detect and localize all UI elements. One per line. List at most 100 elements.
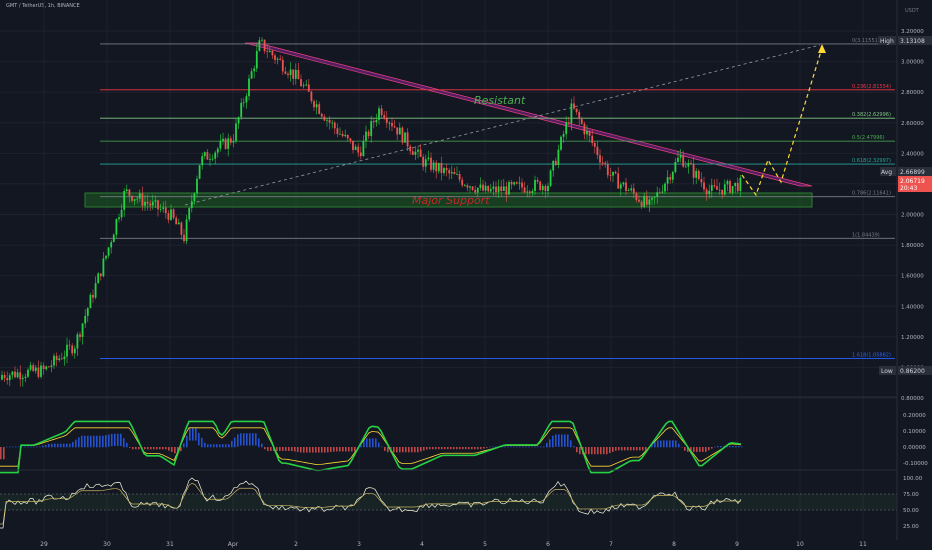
candle-body <box>643 195 646 207</box>
candle-body <box>258 40 261 51</box>
candle-body <box>118 217 120 220</box>
candle-body <box>328 119 331 123</box>
time-tick-label: 2 <box>294 541 298 548</box>
candle-body <box>437 162 440 172</box>
candle-body <box>586 131 588 135</box>
macd-histogram-bar <box>315 447 317 453</box>
macd-histogram-bar <box>612 447 614 452</box>
candle-body <box>502 186 505 192</box>
candle-body <box>29 365 32 370</box>
candle-body <box>201 156 204 166</box>
candle-body <box>71 345 74 354</box>
macd-histogram-bar <box>93 435 95 448</box>
candle-body <box>515 182 518 184</box>
macd-histogram-bar <box>531 446 533 448</box>
time-axis: 29 30 31 Apr 2 3 4 5 6 7 8 9 10 11 <box>40 541 867 548</box>
fib-label: 0(3.11551) <box>852 38 880 44</box>
time-tick-label: 5 <box>483 541 487 548</box>
rsi-ma-line <box>0 482 742 525</box>
candle-body <box>557 149 560 166</box>
candle-body <box>609 175 612 176</box>
candle-body <box>703 182 705 190</box>
candle-body <box>227 138 230 149</box>
macd-histogram-bar <box>366 438 368 448</box>
macd-histogram-bar <box>684 447 686 451</box>
candle-body <box>229 138 232 143</box>
macd-histogram-bar <box>333 447 335 452</box>
macd-histogram-bar <box>693 447 695 452</box>
candle-body <box>583 123 586 135</box>
macd-histogram-bar <box>495 446 497 448</box>
candle-body <box>214 152 217 159</box>
macd-histogram-bar <box>180 447 182 452</box>
candle-body <box>736 182 739 192</box>
macd-histogram-bar <box>243 433 245 446</box>
candle-body <box>50 365 53 368</box>
candle-body <box>505 186 508 195</box>
candle-body <box>419 149 422 157</box>
candle-body <box>151 201 154 206</box>
macd-histogram-bar <box>423 447 425 451</box>
macd-histogram-bar <box>24 446 26 448</box>
candle-body <box>630 188 633 191</box>
macd-histogram-bar <box>135 447 137 450</box>
macd-histogram-bar <box>327 447 329 453</box>
candle-body <box>666 177 669 184</box>
time-tick-label: 4 <box>420 541 424 548</box>
macd-histogram-bar <box>615 447 617 451</box>
macd-histogram-bar <box>597 447 599 455</box>
candle-body <box>625 182 627 191</box>
macd-histogram-bar <box>342 447 344 452</box>
currency-label: USDT <box>905 8 920 14</box>
candle-body <box>414 151 417 155</box>
macd-histogram-bar <box>306 447 308 453</box>
candle-body <box>539 181 542 191</box>
candle-body <box>521 182 523 188</box>
macd-histogram-bar <box>318 447 320 453</box>
macd-histogram-bar <box>609 447 611 454</box>
macd-histogram-bar <box>513 446 515 448</box>
macd-histogram-bar <box>525 446 527 448</box>
candle-body <box>203 152 206 157</box>
candle-body <box>34 367 37 371</box>
macd-histogram-bar <box>192 428 194 441</box>
candle-body <box>645 195 648 205</box>
candle-body <box>461 179 464 186</box>
macd-histogram-bar <box>288 447 290 451</box>
candle-body <box>349 138 352 141</box>
macd-histogram-bar <box>579 447 581 455</box>
macd-histogram-bar <box>567 434 569 447</box>
candle-body <box>679 155 682 158</box>
macd-histogram-bar <box>312 447 314 453</box>
candle-body <box>664 183 666 192</box>
candle-body <box>716 186 718 190</box>
macd-histogram-bar <box>270 447 272 451</box>
macd-histogram-bar <box>276 447 278 451</box>
candle-body <box>281 59 284 72</box>
price-tick-label: 2.80000 <box>901 90 924 96</box>
rsi-line <box>0 477 742 529</box>
macd-histogram-bar <box>249 433 251 446</box>
candle-body <box>697 170 700 179</box>
macd-histogram-bar <box>462 447 464 450</box>
macd-histogram-bar <box>654 441 656 448</box>
candle-body <box>469 186 471 188</box>
candle-body <box>393 126 396 128</box>
macd-histogram-bar <box>114 433 116 446</box>
candle-body <box>253 68 256 72</box>
candle-body <box>60 358 63 360</box>
fib-label: 0.5(2.47996) <box>852 135 885 141</box>
macd-histogram-bar <box>474 447 476 450</box>
candle-body <box>695 170 698 178</box>
macd-histogram-bar <box>573 446 575 448</box>
candle-body <box>718 189 721 191</box>
macd-histogram-bar <box>198 433 200 446</box>
candle-body <box>508 181 510 195</box>
candle-body <box>305 84 308 86</box>
candle-body <box>170 209 172 220</box>
macd-histogram-bar <box>507 446 509 448</box>
macd-histogram-bar <box>723 446 725 448</box>
candle-body <box>640 201 643 207</box>
candle-body <box>552 160 555 171</box>
